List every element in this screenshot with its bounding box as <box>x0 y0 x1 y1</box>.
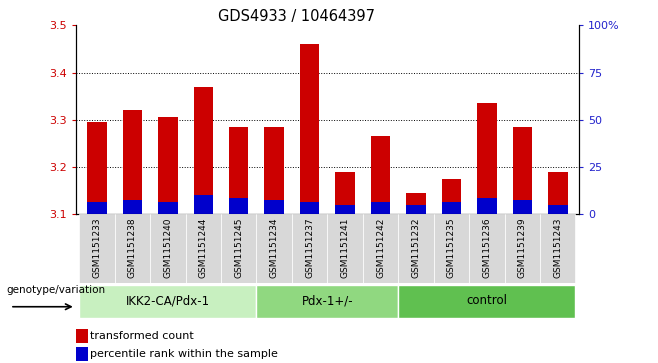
Bar <box>292 214 327 283</box>
Bar <box>300 203 319 214</box>
Bar <box>540 214 576 283</box>
Bar <box>193 87 213 214</box>
Bar <box>229 127 249 214</box>
Bar <box>548 172 567 214</box>
Bar <box>229 198 249 214</box>
Bar <box>257 214 292 283</box>
Bar <box>406 205 426 214</box>
Bar <box>363 214 398 283</box>
Bar <box>548 205 567 214</box>
Bar <box>505 214 540 283</box>
Text: genotype/variation: genotype/variation <box>7 285 106 295</box>
Bar <box>193 195 213 214</box>
Text: GSM1151245: GSM1151245 <box>234 218 243 278</box>
Text: transformed count: transformed count <box>90 331 194 341</box>
Bar <box>370 203 390 214</box>
Bar <box>406 193 426 214</box>
Text: GSM1151243: GSM1151243 <box>553 218 563 278</box>
Text: GSM1151240: GSM1151240 <box>163 218 172 278</box>
Bar <box>122 110 142 214</box>
Bar <box>114 214 150 283</box>
Text: IKK2-CA/Pdx-1: IKK2-CA/Pdx-1 <box>126 294 210 307</box>
Bar <box>88 122 107 214</box>
Bar <box>442 179 461 214</box>
Bar <box>186 214 221 283</box>
Bar <box>370 136 390 214</box>
Bar <box>477 103 497 214</box>
Bar <box>513 127 532 214</box>
Text: GSM1151234: GSM1151234 <box>270 218 279 278</box>
Text: Pdx-1+/-: Pdx-1+/- <box>301 294 353 307</box>
Bar <box>442 203 461 214</box>
Text: GSM1151235: GSM1151235 <box>447 218 456 278</box>
Bar <box>158 203 178 214</box>
Text: GSM1151244: GSM1151244 <box>199 218 208 278</box>
Bar <box>150 214 186 283</box>
Bar <box>79 285 257 318</box>
Text: GSM1151238: GSM1151238 <box>128 218 137 278</box>
Bar <box>336 205 355 214</box>
Text: GSM1151242: GSM1151242 <box>376 218 385 278</box>
Bar <box>88 203 107 214</box>
Bar <box>469 214 505 283</box>
Text: control: control <box>467 294 507 307</box>
Bar <box>434 214 469 283</box>
Bar <box>327 214 363 283</box>
Bar <box>79 214 114 283</box>
Bar <box>398 214 434 283</box>
Bar <box>398 285 576 318</box>
Bar <box>122 200 142 214</box>
Text: GSM1151233: GSM1151233 <box>92 218 101 278</box>
Text: GSM1151239: GSM1151239 <box>518 218 527 278</box>
Text: GSM1151241: GSM1151241 <box>341 218 349 278</box>
Bar <box>257 285 398 318</box>
Text: percentile rank within the sample: percentile rank within the sample <box>90 349 278 359</box>
Bar <box>265 127 284 214</box>
Text: GSM1151237: GSM1151237 <box>305 218 314 278</box>
Bar <box>221 214 257 283</box>
Bar <box>513 200 532 214</box>
Text: GSM1151232: GSM1151232 <box>411 218 420 278</box>
Text: GSM1151236: GSM1151236 <box>482 218 492 278</box>
Bar <box>265 200 284 214</box>
Bar <box>300 44 319 214</box>
Bar <box>477 198 497 214</box>
Bar <box>158 118 178 214</box>
Text: GDS4933 / 10464397: GDS4933 / 10464397 <box>218 9 374 24</box>
Bar <box>336 172 355 214</box>
